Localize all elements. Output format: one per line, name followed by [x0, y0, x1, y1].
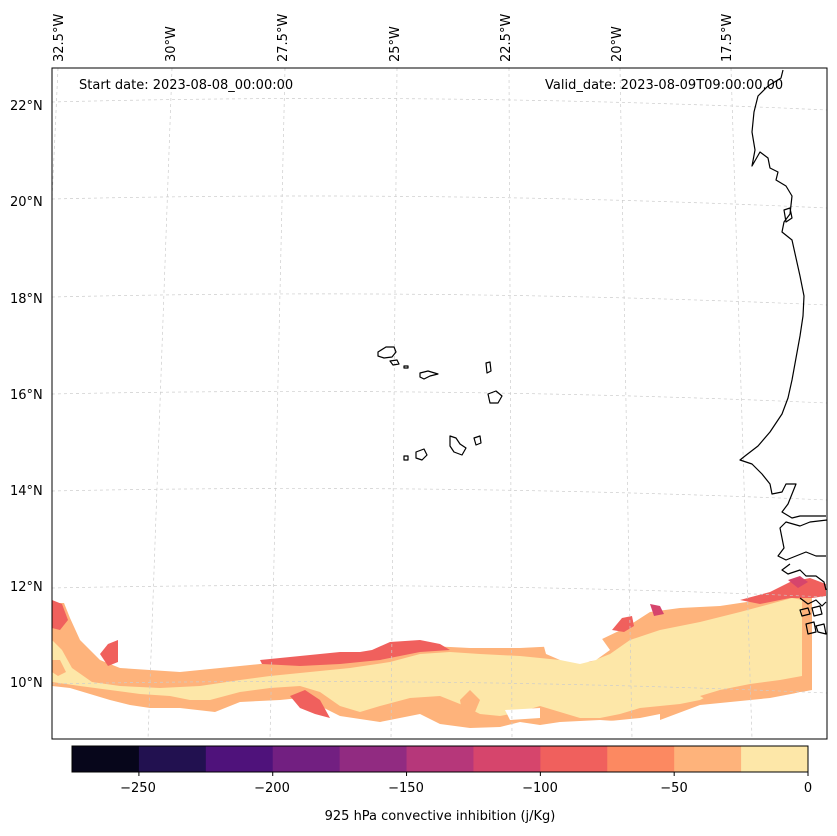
lat-label-10n: 10°N	[10, 676, 43, 691]
cin-band-hole-2	[700, 688, 740, 702]
cin-band-edge-dark	[260, 640, 450, 666]
lat-grid-12	[51, 585, 828, 598]
coastlines	[377, 69, 828, 635]
lon-grid-22-5	[508, 67, 513, 740]
cin-gap-south	[505, 708, 540, 720]
cin-patch-coast-dark	[788, 576, 808, 588]
coastline-bissagos-3	[805, 621, 817, 635]
colorbar-swatch	[406, 746, 474, 772]
colorbar	[71, 745, 809, 776]
colorbar-swatch	[272, 746, 341, 772]
colorbar-swatch	[741, 746, 809, 772]
lon-grid-25	[390, 67, 398, 740]
island-sao-nicolau	[419, 370, 439, 380]
valid-date-label: Valid_date: 2023-08-09T09:00:00.00	[545, 78, 784, 93]
island-sao-vicente	[389, 359, 400, 366]
coastline-bissagos-1	[799, 607, 811, 617]
cin-gap-south-mid	[280, 712, 460, 740]
gridlines	[51, 67, 828, 740]
colorbar-frame	[71, 745, 809, 773]
lon-grid-30	[147, 67, 173, 740]
lon-grid-20	[619, 67, 633, 740]
island-brava	[403, 455, 409, 461]
cin-patch-coast	[740, 578, 826, 604]
lon-label-25w: 25°W	[388, 26, 403, 62]
lon-grid-32-5	[51, 67, 59, 201]
colorbar-swatch	[674, 746, 742, 772]
colorbar-tick-minus-50: −50	[660, 781, 688, 796]
lat-label-20n: 20°N	[10, 195, 43, 210]
lon-grid-17-5	[730, 67, 753, 740]
cin-gap-south-east	[600, 714, 660, 740]
cin-patch-south	[290, 690, 330, 718]
cin-band-core	[52, 598, 802, 718]
map-frame	[51, 67, 828, 740]
lat-label-12n: 12°N	[10, 580, 43, 595]
island-boa-vista	[487, 390, 503, 404]
lon-label-22-5w: 22.5°W	[499, 13, 514, 62]
cin-band-hole-3	[52, 660, 66, 676]
lat-grid-16	[51, 391, 828, 404]
colorbar-tick-0: 0	[803, 781, 813, 796]
coastline-africa	[739, 69, 828, 607]
start-date-label: Start date: 2023-08-08_00:00:00	[79, 78, 294, 93]
cin-patch-ne	[650, 604, 664, 616]
lat-grid-10	[51, 681, 828, 694]
island-maio	[473, 435, 482, 446]
colorbar-swatch	[72, 746, 140, 772]
lon-label-17-5w: 17.5°W	[720, 13, 735, 62]
cin-patch-west2	[100, 640, 118, 666]
cin-field	[52, 576, 826, 740]
cin-gap-south-west	[52, 690, 240, 740]
lat-grid-20	[51, 195, 828, 209]
island-fogo	[415, 448, 428, 461]
lon-label-27-5w: 27.5°W	[276, 13, 291, 62]
colorbar-swatch	[473, 746, 541, 772]
lat-label-22n: 22°N	[10, 99, 43, 114]
coastline-bissagos-4	[815, 623, 827, 635]
island-santo-antao	[377, 346, 397, 359]
colorbar-tick-minus-100: −100	[522, 781, 558, 796]
colorbar-label: 925 hPa convective inhibition (j/Kg)	[324, 809, 556, 824]
coastline-canary-bay	[783, 207, 793, 223]
colorbar-tick-minus-200: −200	[254, 781, 290, 796]
island-sal	[485, 361, 492, 374]
lat-grid-18	[51, 293, 828, 306]
cin-gap-north	[540, 630, 610, 664]
lat-grid-22	[51, 98, 828, 111]
lon-grid-27-5	[269, 67, 286, 740]
coastline-bissagos-2	[811, 605, 823, 617]
lat-label-14n: 14°N	[10, 484, 43, 499]
colorbar-tick-minus-150: −150	[388, 781, 424, 796]
colorbar-tick-minus-250: −250	[120, 781, 156, 796]
colorbar-swatch	[607, 746, 675, 772]
lat-label-16n: 16°N	[10, 388, 43, 403]
cin-band-hole-1	[460, 690, 480, 712]
lon-label-30w: 30°W	[164, 26, 179, 62]
island-santiago	[449, 435, 467, 456]
lat-label-18n: 18°N	[10, 292, 43, 307]
colorbar-swatch	[540, 746, 608, 772]
cin-patch-north	[612, 616, 634, 632]
colorbar-swatch	[205, 746, 274, 772]
cin-patch-west	[52, 600, 68, 630]
colorbar-swatch	[138, 746, 207, 772]
island-santa-luzia	[403, 365, 409, 369]
colorbar-swatch	[339, 746, 408, 772]
cin-gap-south-far-east	[700, 690, 826, 740]
lon-label-20w: 20°W	[610, 26, 625, 62]
lat-grid-14	[51, 488, 828, 501]
lon-label-32-5w: 32.5°W	[52, 13, 67, 62]
